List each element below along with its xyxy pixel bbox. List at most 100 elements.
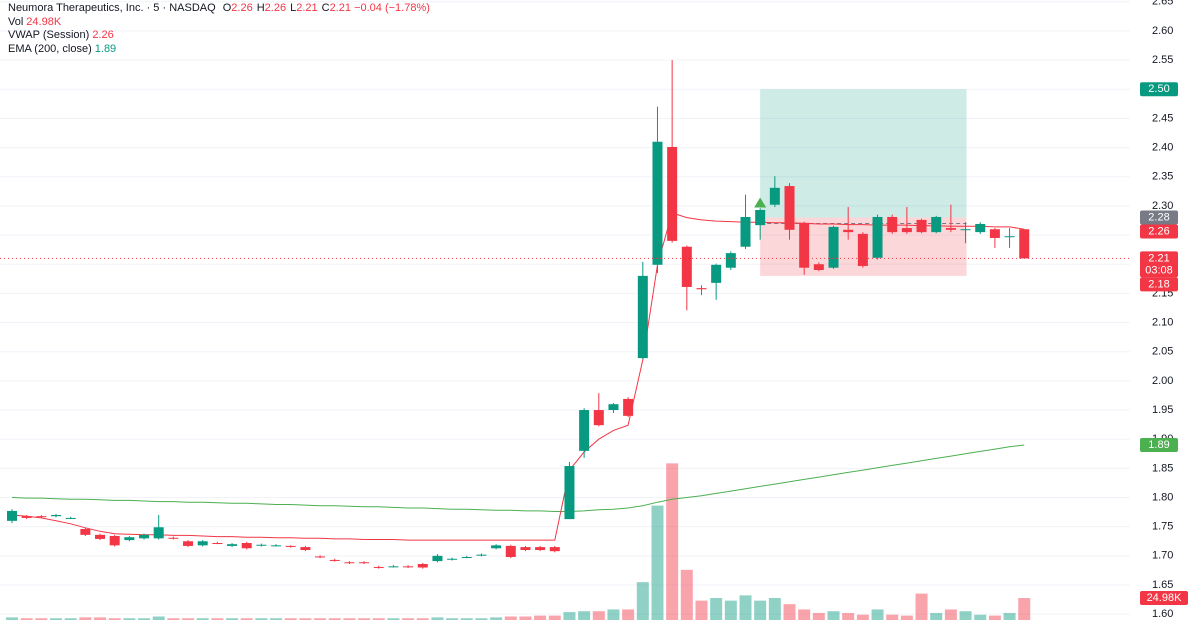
y-tick-label: 2.55 [1152, 54, 1173, 66]
price-tag [1140, 277, 1178, 292]
candle-body [549, 547, 560, 552]
candle-body [183, 541, 194, 546]
volume-bar [182, 618, 195, 620]
ohlc-value: 2.21 [296, 2, 318, 14]
candle-body [520, 547, 531, 551]
volume-bar [783, 604, 796, 620]
volume-bar [167, 618, 180, 620]
volume-bar [871, 609, 884, 620]
volume-bar [431, 617, 444, 620]
ohlc: O2.26 H2.26 L2.21 C2.21 [219, 2, 351, 14]
candle-body [461, 557, 472, 559]
candle-body [373, 566, 384, 568]
price-tag [1140, 591, 1188, 606]
volume-bar [79, 617, 92, 620]
y-tick-label: 2.35 [1152, 171, 1173, 183]
ohlc-value: 2.21 [329, 2, 351, 14]
volume-bar [35, 618, 48, 620]
entry-marker [754, 197, 767, 208]
volume-bar [534, 615, 547, 620]
volume-bar [211, 618, 224, 620]
legend-vwap: VWAP (Session) 2.26 [8, 29, 430, 43]
y-tick-label: 1.60 [1152, 608, 1173, 620]
candle-body [344, 562, 355, 564]
candle-body [505, 545, 516, 558]
legend-volume: Vol 24.98K [8, 16, 430, 30]
volume-bar [798, 609, 811, 620]
candle-body [652, 141, 663, 265]
candle-body [447, 558, 458, 560]
header-row: Neumora Therapeutics, Inc. · 5 · NASDAQ … [8, 2, 430, 16]
volume-bar [284, 618, 297, 620]
volume-bar [64, 618, 77, 620]
volume-bar [563, 612, 576, 620]
candle-body [725, 253, 736, 268]
candle-body [109, 536, 120, 546]
volume-bar [504, 616, 517, 620]
volume-bar [622, 609, 635, 620]
candle-body [857, 233, 868, 266]
y-tick-label: 2.00 [1152, 375, 1173, 387]
candle-body [1004, 236, 1015, 238]
ohlc-label: O [222, 2, 232, 14]
candle-body [7, 510, 17, 521]
volume-bar [519, 616, 532, 620]
volume-bar [123, 618, 136, 620]
candle-body [197, 541, 208, 546]
candle-body [843, 229, 854, 233]
volume-bar [152, 616, 165, 620]
candle-body [975, 223, 986, 233]
y-tick-label: 2.45 [1152, 112, 1173, 124]
volume-bar [592, 611, 605, 620]
volume-bar [607, 609, 620, 620]
volume-bar [651, 505, 664, 620]
volume-bar [974, 614, 987, 620]
ohlc-value: 2.26 [264, 2, 287, 14]
y-tick-label: 1.85 [1152, 462, 1173, 474]
volume-bar [314, 618, 327, 620]
y-tick-label: 1.75 [1152, 521, 1173, 533]
volume-bar [944, 609, 957, 620]
legend-name: Vol [8, 15, 24, 28]
volume-bar [240, 618, 253, 620]
y-tick-label: 2.40 [1152, 141, 1173, 153]
volume-bar [138, 618, 151, 620]
y-tick-label: 2.05 [1152, 346, 1173, 358]
volume-bar [548, 615, 561, 620]
candle-body [285, 545, 296, 547]
y-tick-label: 1.65 [1152, 579, 1173, 591]
candle-body [95, 534, 106, 539]
volume-bar [446, 618, 459, 620]
candle-body [755, 209, 766, 226]
ohlc-label: H [256, 2, 265, 14]
candle-body [608, 404, 619, 411]
volume-bar [299, 618, 312, 620]
candle-body [36, 516, 47, 518]
volume-bar [827, 611, 840, 620]
volume-bar [416, 618, 429, 620]
candle-body [579, 410, 590, 451]
candle-body [476, 554, 487, 556]
vwap-line [11, 212, 1025, 541]
volume-bar [226, 618, 239, 620]
volume-bar [636, 582, 649, 620]
y-tick-label: 2.30 [1152, 200, 1173, 212]
candle-body [491, 545, 502, 549]
candle-body [403, 566, 414, 568]
candle-body [696, 288, 707, 290]
volume-bar [402, 618, 415, 620]
candle-body [681, 246, 692, 287]
volume-bar [915, 593, 928, 620]
candle-body [916, 219, 927, 233]
candle-body [168, 537, 179, 539]
candle-body [388, 566, 399, 568]
price-tag [1140, 210, 1178, 225]
volume-bar [695, 600, 708, 620]
candle-body [799, 222, 810, 268]
volume-bar [754, 600, 767, 620]
candle-body [139, 534, 150, 539]
candle-body [989, 229, 1000, 238]
candle-body [945, 228, 956, 230]
candle-body [21, 516, 32, 518]
